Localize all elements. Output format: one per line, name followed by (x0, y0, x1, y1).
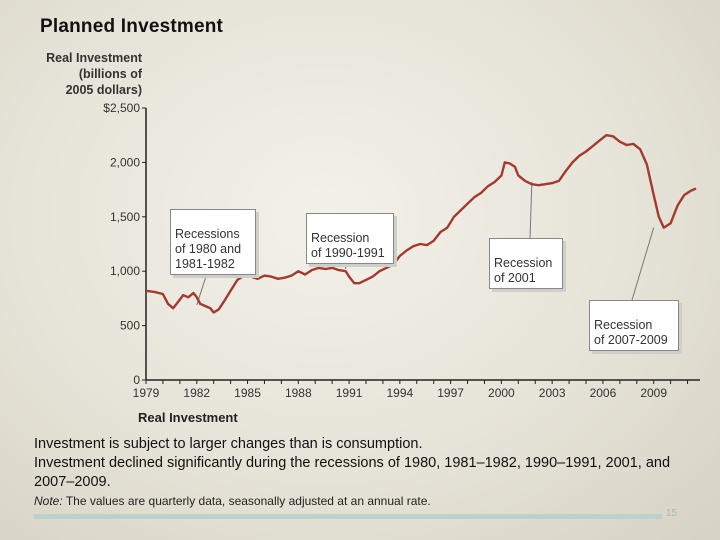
annotation-recession-2007-2009-text: Recession of 2007-2009 (594, 318, 668, 347)
y-ticks: 0 500 1,000 1,500 2,000 $2,500 (103, 101, 146, 387)
body-text: Investment is subject to larger changes … (34, 435, 694, 492)
note: Note: The values are quarterly data, sea… (34, 494, 694, 508)
y-tick-label: 1,000 (110, 264, 140, 278)
real-investment-line (145, 134, 697, 314)
annotation-recession-2001: Recession of 2001 (489, 238, 563, 289)
y-axis-label: Real Investment (billions of 2005 dollar… (22, 50, 142, 98)
y-tick-label: 0 (133, 373, 140, 387)
annotation-connector (529, 181, 533, 241)
x-tick-label: 2000 (488, 386, 515, 400)
annotation-recession-1990-1991: Recession of 1990-1991 (306, 213, 394, 264)
x-tick-label: 2003 (539, 386, 566, 400)
page-number: 15 (666, 508, 678, 519)
x-tick-label: 1991 (336, 386, 363, 400)
slide-title: Planned Investment (40, 16, 224, 37)
x-tick-label: 1997 (437, 386, 464, 400)
annotation-connector (631, 227, 655, 301)
annotation-recession-2007-2009: Recession of 2007-2009 (589, 300, 679, 351)
annotation-recession-1990-1991-text: Recession of 1990-1991 (311, 231, 385, 260)
chart-caption: Real Investment (138, 410, 238, 425)
note-text: The values are quarterly data, seasonall… (65, 494, 431, 508)
annotation-recession-1980-1982-text: Recessions of 1980 and 1981-1982 (175, 227, 242, 271)
y-tick-label: 500 (120, 319, 140, 333)
footer-rule (34, 514, 662, 519)
chart-axes (145, 108, 700, 381)
bullet-2: Investment declined significantly during… (34, 455, 671, 490)
y-tick-label: 2,000 (110, 155, 140, 169)
x-tick-label: 1988 (285, 386, 312, 400)
annotation-connectors (196, 181, 655, 306)
x-tick-label: 2006 (590, 386, 617, 400)
x-tick-label: 2009 (640, 386, 667, 400)
y-tick-label: $2,500 (103, 101, 140, 115)
x-tick-label: 1985 (234, 386, 261, 400)
note-label: Note: (34, 494, 63, 508)
x-tick-label: 1982 (183, 386, 210, 400)
bullet-1: Investment is subject to larger changes … (34, 436, 423, 452)
x-tick-label: 1994 (386, 386, 413, 400)
y-axis-label-text: Real Investment (billions of 2005 dollar… (46, 51, 142, 97)
y-tick-label: 1,500 (110, 210, 140, 224)
x-tick-label: 1979 (133, 386, 160, 400)
annotation-recession-1980-1982: Recessions of 1980 and 1981-1982 (170, 209, 256, 275)
annotation-recession-2001-text: Recession of 2001 (494, 256, 553, 285)
x-ticks: 1979 1982 1985 1988 1991 1994 1997 2000 2003 2006… (133, 380, 689, 400)
